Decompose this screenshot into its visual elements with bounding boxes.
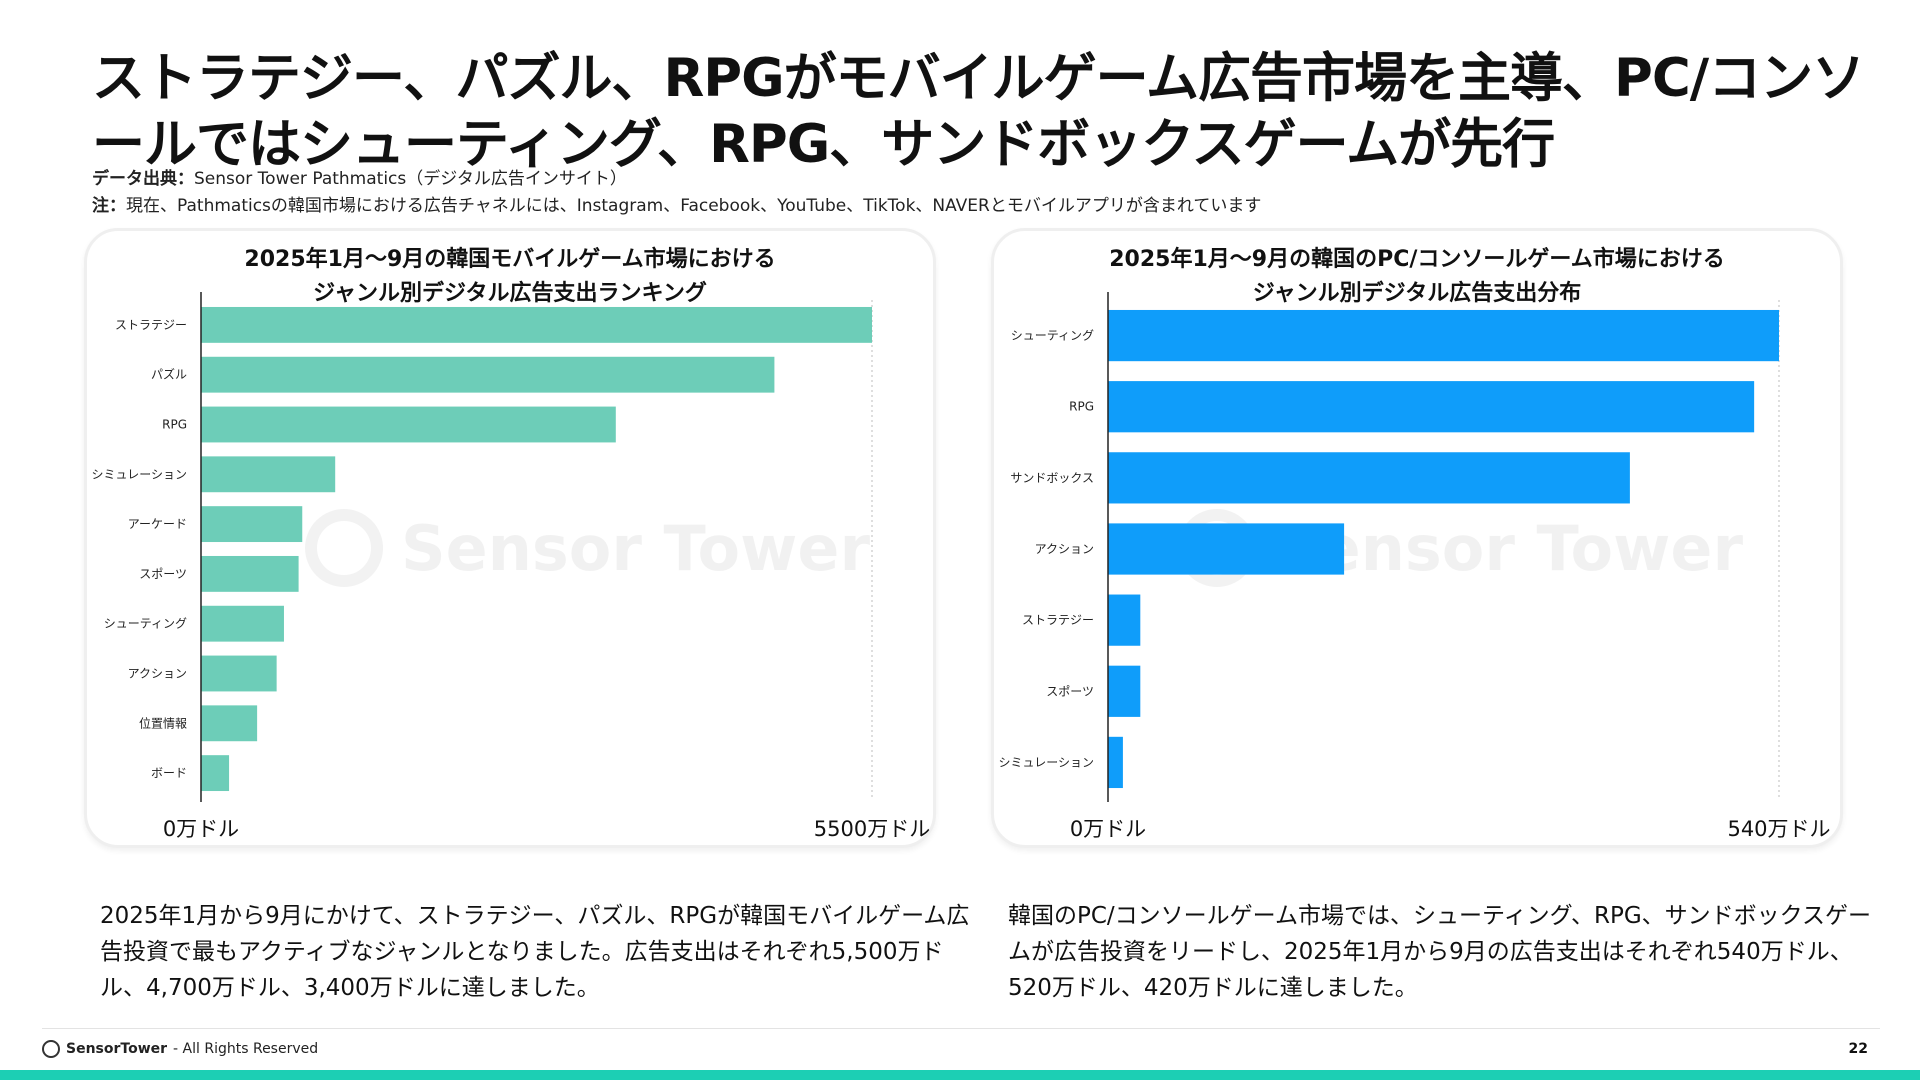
pc-summary-text: 韓国のPC/コンソールゲーム市場では、シューティング、RPG、サンドボックスゲー… bbox=[1008, 903, 1871, 1001]
bar bbox=[1108, 381, 1755, 433]
category-label: サンドボックス bbox=[1010, 471, 1094, 485]
footnote-label: 注： bbox=[92, 196, 126, 216]
bar bbox=[1108, 594, 1141, 646]
x-tick-label: 0万ドル bbox=[1070, 817, 1146, 841]
bar bbox=[201, 456, 336, 493]
bar bbox=[201, 655, 277, 692]
data-source-text: Sensor Tower Pathmatics（デジタル広告インサイト） bbox=[194, 169, 627, 189]
bar bbox=[201, 306, 872, 343]
bar bbox=[201, 506, 303, 543]
mobile-chart-title: 2025年1月～9月の韓国モバイルゲーム市場における ジャンル別デジタル広告支出… bbox=[87, 243, 933, 311]
category-label: アクション bbox=[1035, 542, 1094, 556]
footnote: 注：現在、Pathmaticsの韓国市場における広告チャネルには、Instagr… bbox=[92, 191, 1261, 216]
page-number: 22 bbox=[1848, 1041, 1868, 1057]
watermark-text: Sensor Tower bbox=[1274, 511, 1744, 585]
pc-bar-chart: シューティング RPG サンドボックスアクションストラテジースポーツシミュレーション… bbox=[998, 292, 1831, 841]
data-source-label: データ出典： bbox=[92, 169, 194, 189]
category-label: アーケード bbox=[128, 517, 187, 531]
category-label: パズル bbox=[151, 367, 187, 382]
category-label: 位置情報 bbox=[139, 715, 187, 730]
category-label: ストラテジー bbox=[115, 318, 187, 332]
footer: SensorTower - All Rights Reserved bbox=[42, 1040, 318, 1058]
watermark-text: Sensor Tower bbox=[401, 511, 871, 585]
footer-divider bbox=[42, 1028, 1880, 1029]
sensor-tower-logo-icon bbox=[42, 1040, 60, 1058]
x-tick-label: 0万ドル bbox=[163, 817, 239, 841]
pc-chart-panel: Sensor Tower 2025年1月～9月の韓国のPC/コンソールゲーム市場… bbox=[991, 228, 1843, 848]
bar bbox=[1108, 736, 1123, 789]
footer-brand: SensorTower bbox=[66, 1041, 168, 1057]
category-label: スポーツ bbox=[139, 567, 187, 581]
mobile-chart-title-line-2: ジャンル別デジタル広告支出ランキング bbox=[313, 281, 707, 306]
bar bbox=[1108, 309, 1779, 362]
category-label: ストラテジー bbox=[1022, 613, 1094, 627]
accent-bar bbox=[0, 1070, 1920, 1080]
category-label: ボード bbox=[151, 766, 187, 780]
bar bbox=[201, 755, 230, 792]
bar bbox=[201, 605, 284, 642]
bar bbox=[1108, 523, 1345, 575]
category-label: シミュレーション bbox=[998, 755, 1094, 769]
category-label: シューティング bbox=[1011, 329, 1094, 343]
bar bbox=[1108, 452, 1630, 504]
bar bbox=[201, 356, 775, 393]
bar bbox=[1108, 665, 1141, 717]
category-label: スポーツ bbox=[1046, 684, 1094, 698]
bar bbox=[201, 406, 616, 443]
pc-chart-title-line-2: ジャンル別デジタル広告支出分布 bbox=[1252, 281, 1582, 306]
watermark: Sensor Tower bbox=[305, 509, 870, 587]
data-source: データ出典：Sensor Tower Pathmatics（デジタル広告インサイ… bbox=[92, 164, 627, 189]
pc-chart-title: 2025年1月～9月の韓国のPC/コンソールゲーム市場における ジャンル別デジタ… bbox=[994, 243, 1840, 311]
mobile-chart-title-line-1: 2025年1月～9月の韓国モバイルゲーム市場における bbox=[244, 247, 776, 272]
pc-chart-title-line-1: 2025年1月～9月の韓国のPC/コンソールゲーム市場における bbox=[1109, 247, 1725, 272]
page-title: ストラテジー、パズル、RPGがモバイルゲーム広告市場を主導、PC/コンソールでは… bbox=[92, 48, 1865, 175]
category-label: アクション bbox=[128, 667, 187, 681]
x-tick-label: 5500万ドル bbox=[814, 817, 930, 841]
category-label: RPG bbox=[162, 418, 187, 432]
x-tick-label: 540万ドル bbox=[1727, 817, 1830, 841]
bar bbox=[201, 555, 299, 592]
mobile-summary-text: 2025年1月から9月にかけて、ストラテジー、パズル、RPGが韓国モバイルゲーム… bbox=[100, 903, 970, 1001]
mobile-chart-panel: Sensor Tower 2025年1月～9月の韓国モバイルゲーム市場における … bbox=[84, 228, 936, 848]
footer-rights: - All Rights Reserved bbox=[173, 1041, 319, 1057]
category-label: シミュレーション bbox=[91, 467, 187, 481]
footnote-text: 現在、Pathmaticsの韓国市場における広告チャネルには、Instagram… bbox=[126, 196, 1262, 216]
category-label: RPG bbox=[1069, 400, 1094, 414]
category-label: シューティング bbox=[104, 617, 187, 631]
bar bbox=[201, 705, 258, 742]
